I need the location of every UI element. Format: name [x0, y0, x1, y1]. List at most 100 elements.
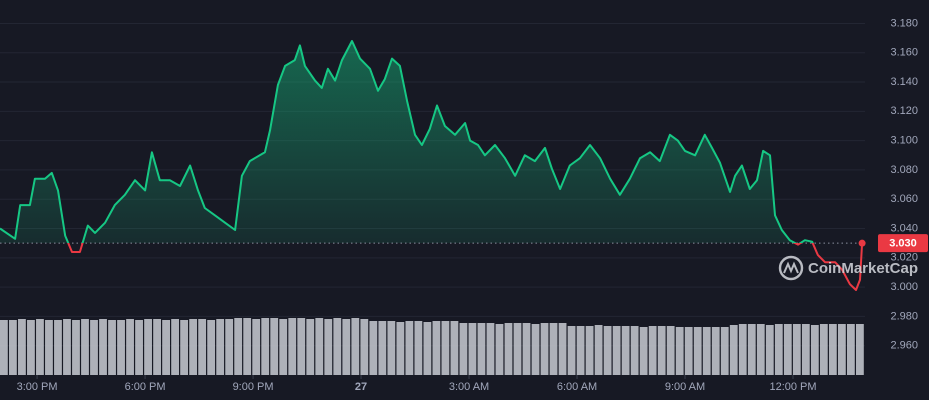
volume-bar	[738, 324, 747, 375]
x-tick-label: 3:00 PM	[17, 381, 58, 393]
y-tick-label: 3.120	[890, 105, 918, 117]
x-tick-label: 9:00 PM	[233, 381, 274, 393]
volume-bar	[522, 323, 531, 375]
volume-bar	[693, 327, 702, 375]
volume-bar	[828, 324, 837, 375]
volume-bar	[9, 320, 17, 375]
watermark-logo	[778, 255, 804, 281]
y-tick-label: 3.140	[890, 76, 918, 88]
volume-bar	[468, 323, 477, 375]
volume-bar	[747, 324, 756, 375]
x-tick-label: 27	[355, 381, 367, 393]
volume-bar	[261, 318, 270, 375]
volume-bar	[684, 327, 693, 375]
volume-bar	[405, 321, 414, 375]
volume-bar	[324, 319, 333, 375]
y-tick-label: 2.960	[890, 340, 918, 352]
volume-bar	[216, 319, 225, 375]
volume-bar	[423, 322, 432, 375]
volume-bar	[810, 325, 819, 375]
x-tick-label: 12:00 PM	[769, 381, 816, 393]
volume-bar	[243, 318, 252, 375]
volume-bar	[657, 326, 666, 375]
volume-bar	[513, 323, 522, 375]
volume-bar	[234, 318, 243, 375]
volume-bar	[54, 320, 62, 375]
volume-bar	[792, 324, 801, 375]
volume-bar	[252, 319, 261, 375]
x-tick-label: 3:00 AM	[449, 381, 489, 393]
volume-bar	[441, 321, 450, 375]
volume-bar	[99, 319, 107, 375]
volume-bar	[702, 327, 711, 375]
volume-bar	[162, 320, 170, 375]
volume-bar	[729, 325, 738, 375]
y-tick-label: 3.160	[890, 47, 918, 59]
volume-bar	[306, 319, 315, 375]
y-tick-label: 3.020	[890, 252, 918, 264]
volume-bar	[369, 321, 378, 375]
volume-bar	[63, 319, 71, 375]
volume-bar	[630, 326, 639, 375]
x-tick-label: 9:00 AM	[665, 381, 705, 393]
volume-bar	[288, 318, 297, 375]
y-tick-label: 3.060	[890, 193, 918, 205]
volume-bar	[360, 319, 369, 375]
y-tick-label: 2.980	[890, 310, 918, 322]
volume-bar	[153, 319, 161, 375]
volume-bar	[342, 319, 351, 375]
volume-bar	[666, 326, 675, 375]
volume-bar	[819, 324, 828, 375]
volume-bar	[675, 327, 684, 375]
volume-bar	[0, 320, 8, 375]
volume-bar	[855, 324, 864, 375]
watermark-text: CoinMarketCap	[808, 260, 918, 277]
volume-bar	[558, 323, 567, 375]
volume-bar	[486, 323, 495, 375]
volume-bar	[450, 321, 459, 375]
volume-bar	[801, 324, 810, 375]
volume-bar	[612, 326, 621, 375]
volume-bar	[756, 324, 765, 375]
volume-bar	[765, 325, 774, 375]
volume-bar	[720, 327, 729, 375]
y-tick-label: 3.100	[890, 135, 918, 147]
volume-bar	[603, 326, 612, 375]
volume-bar	[783, 324, 792, 375]
last-price-label: 3.030	[889, 238, 917, 250]
volume-bar	[387, 321, 396, 375]
volume-bar	[207, 320, 216, 375]
volume-bar	[621, 326, 630, 375]
volume-bar	[315, 318, 324, 375]
last-point	[858, 239, 866, 247]
volume-bar	[225, 319, 234, 375]
volume-bar	[198, 319, 207, 375]
x-tick-label: 6:00 AM	[557, 381, 597, 393]
y-tick-label: 3.040	[890, 222, 918, 234]
y-tick-label: 3.000	[890, 281, 918, 293]
volume-bar	[639, 327, 648, 375]
volume-bar	[414, 321, 423, 375]
volume-bar	[126, 319, 134, 375]
y-tick-label: 3.080	[890, 164, 918, 176]
volume-bar	[270, 318, 279, 375]
volume-bar	[711, 327, 720, 375]
volume-bar	[117, 320, 125, 375]
y-tick-label: 3.180	[890, 17, 918, 29]
volume-bar	[531, 324, 540, 375]
volume-bar	[567, 326, 576, 375]
volume-bar	[144, 319, 152, 375]
volume-bar	[351, 318, 360, 375]
volume-bar	[576, 326, 585, 375]
volume-bar	[648, 326, 657, 375]
x-tick-label: 6:00 PM	[125, 381, 166, 393]
volume-bar	[108, 320, 116, 375]
volume-bar	[378, 321, 387, 375]
volume-bar	[432, 321, 441, 375]
volume-bar	[36, 319, 44, 375]
volume-bar	[549, 323, 558, 375]
watermark-logo-mark	[783, 261, 799, 274]
last-price-box	[878, 234, 928, 253]
volume-bar	[459, 323, 468, 375]
